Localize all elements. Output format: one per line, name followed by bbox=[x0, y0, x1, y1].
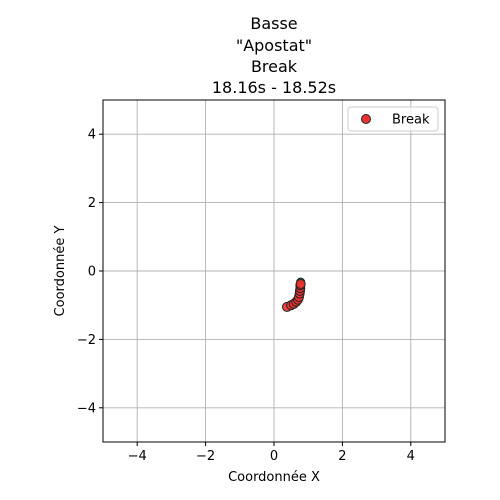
title-line-3: Break bbox=[251, 57, 298, 76]
legend-marker-break bbox=[361, 114, 371, 124]
x-tick-label: −4 bbox=[128, 449, 147, 464]
scatter-point bbox=[295, 278, 306, 289]
y-tick-label: 2 bbox=[88, 196, 96, 211]
y-tick-label: 4 bbox=[88, 128, 96, 143]
y-tick-label: −4 bbox=[77, 401, 96, 416]
grid bbox=[103, 100, 445, 442]
y-axis-label: Coordonnée Y bbox=[53, 226, 68, 317]
axis-ticks: −4 −2 0 2 4 −4 −2 0 2 4 bbox=[77, 128, 415, 464]
x-axis-label: Coordonnée X bbox=[228, 470, 320, 485]
legend: Break bbox=[347, 106, 439, 132]
y-tick-label: 0 bbox=[88, 265, 96, 280]
title-line-2: "Apostat" bbox=[236, 36, 312, 55]
title-line-4: 18.16s - 18.52s bbox=[212, 78, 336, 97]
title-line-1: Basse bbox=[250, 14, 297, 33]
data-points bbox=[281, 277, 306, 312]
chart-title: Basse "Apostat" Break 18.16s - 18.52s bbox=[212, 14, 336, 97]
legend-label-break: Break bbox=[392, 113, 430, 128]
x-tick-label: −2 bbox=[196, 449, 215, 464]
y-tick-label: −2 bbox=[77, 333, 96, 348]
x-tick-label: 4 bbox=[407, 449, 415, 464]
plot-frame bbox=[102, 99, 446, 443]
x-tick-label: 0 bbox=[270, 449, 278, 464]
legend-box bbox=[347, 106, 439, 132]
x-tick-label: 2 bbox=[338, 449, 346, 464]
